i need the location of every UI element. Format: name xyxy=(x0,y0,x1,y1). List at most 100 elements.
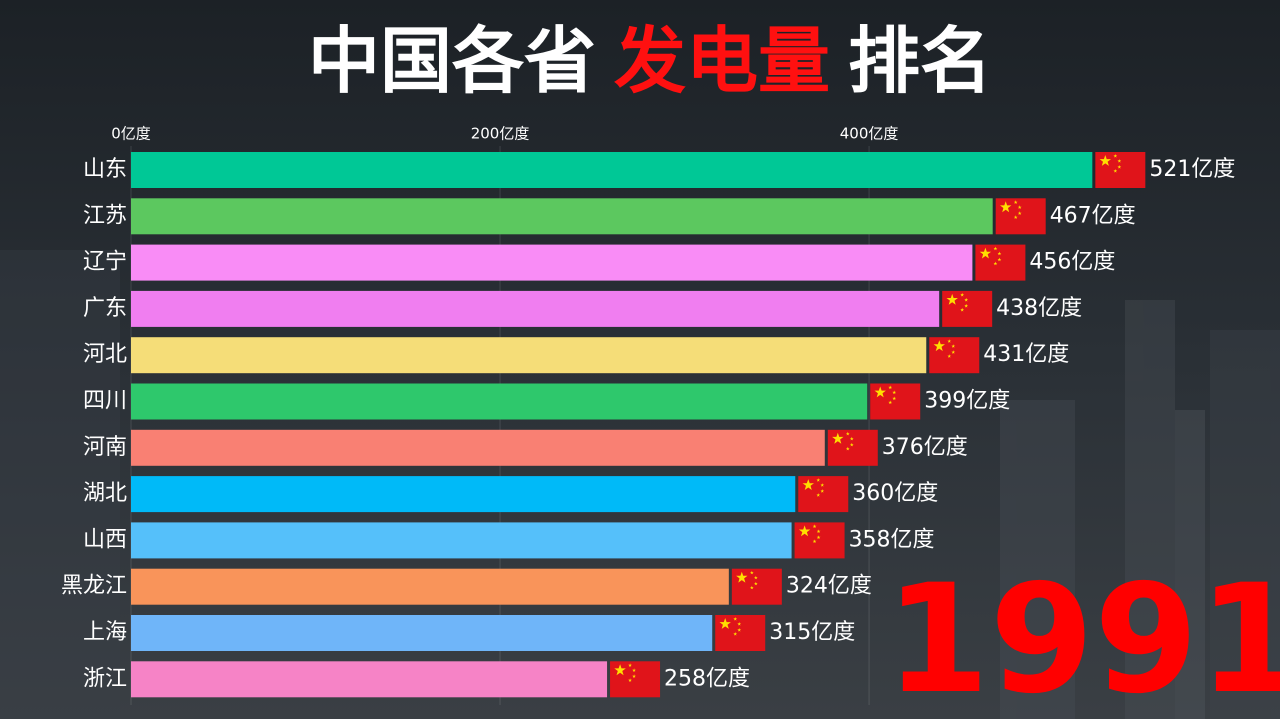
flag-star xyxy=(849,436,854,441)
y-tick-label: 湖北 xyxy=(83,481,127,506)
bar xyxy=(131,337,927,374)
bar xyxy=(131,476,796,513)
flag-star xyxy=(947,339,952,343)
flag-star xyxy=(979,247,992,259)
value-label: 399亿度 xyxy=(924,389,1010,414)
bar xyxy=(131,429,825,466)
flag-star xyxy=(888,385,893,390)
flag-star xyxy=(816,529,821,533)
flag-star xyxy=(933,340,945,352)
flag xyxy=(870,383,921,420)
flag-star xyxy=(1017,211,1022,215)
flag-icon xyxy=(975,244,1026,281)
y-tick-label: 辽宁 xyxy=(83,250,127,275)
flag-star xyxy=(849,442,854,447)
flag-star xyxy=(993,261,998,266)
flag-star xyxy=(1117,159,1122,163)
value-label: 324亿度 xyxy=(786,574,872,599)
x-tick-label: 200亿度 xyxy=(471,125,530,143)
flag xyxy=(975,244,1026,281)
flag-icon xyxy=(1095,152,1146,188)
bar xyxy=(131,383,868,420)
flag-star xyxy=(993,246,998,251)
flag-star xyxy=(892,396,897,401)
value-label: 467亿度 xyxy=(1050,203,1136,228)
value-label: 521亿度 xyxy=(1149,157,1235,182)
flag-star xyxy=(1099,155,1111,166)
bar xyxy=(131,615,713,651)
value-label: 315亿度 xyxy=(769,620,855,645)
bar xyxy=(131,152,1093,188)
value-label: 360亿度 xyxy=(852,481,938,506)
y-tick-label: 江苏 xyxy=(83,203,127,228)
flag-star xyxy=(1000,201,1012,213)
flag-star xyxy=(845,446,850,451)
flag-star xyxy=(753,581,758,586)
flag xyxy=(827,429,878,466)
flag-star xyxy=(1017,205,1022,209)
flag-star xyxy=(719,618,731,629)
flag-star xyxy=(845,431,850,436)
bar xyxy=(131,290,940,327)
flag-star xyxy=(820,483,825,487)
flag-star xyxy=(832,432,844,444)
title-part: 排名 xyxy=(848,19,992,103)
flag-star xyxy=(964,303,969,308)
flag-star xyxy=(1113,154,1118,158)
flag-star xyxy=(946,293,958,305)
flag-star xyxy=(812,524,817,528)
flag-star xyxy=(1013,215,1018,219)
value-label: 431亿度 xyxy=(983,342,1069,367)
flag-star xyxy=(964,297,969,302)
flag-star xyxy=(733,617,738,621)
title-part: 中国各省 xyxy=(308,19,596,103)
flag-star xyxy=(812,539,817,543)
bar xyxy=(131,244,973,281)
flag-icon xyxy=(610,661,661,698)
flag-star xyxy=(816,535,821,539)
year-label: 1991 xyxy=(885,553,1280,719)
flag-icon xyxy=(995,198,1046,235)
flag-icon xyxy=(929,337,980,374)
flag-star xyxy=(632,674,636,678)
flag-icon xyxy=(942,290,993,327)
y-tick-label: 浙江 xyxy=(83,666,127,691)
flag-star xyxy=(997,251,1002,256)
flag-icon xyxy=(794,522,845,559)
y-tick-label: 上海 xyxy=(83,620,127,645)
bar xyxy=(131,661,608,698)
flag-star xyxy=(749,585,754,590)
flag-star xyxy=(749,570,754,575)
flag xyxy=(610,661,661,698)
flag-icon xyxy=(827,429,878,466)
flag xyxy=(794,522,845,559)
flag-star xyxy=(753,575,758,580)
flag-star xyxy=(628,678,632,682)
flag-icon xyxy=(715,615,766,651)
value-label: 258亿度 xyxy=(664,666,750,691)
flag-star xyxy=(997,257,1002,262)
y-tick-label: 广东 xyxy=(83,296,127,321)
title-part: 发电量 xyxy=(614,19,830,103)
y-tick-label: 黑龙江 xyxy=(61,574,127,599)
flag xyxy=(798,476,849,513)
flag xyxy=(929,337,980,374)
flag-star xyxy=(802,479,814,490)
y-tick-label: 河南 xyxy=(83,435,127,460)
flag xyxy=(1095,152,1146,188)
flag-star xyxy=(628,663,632,667)
flag-star xyxy=(951,344,956,348)
flag-star xyxy=(892,390,897,395)
x-tick-label: 0亿度 xyxy=(111,125,151,143)
flag-star xyxy=(798,525,811,537)
flag-star xyxy=(888,400,893,405)
flag-star xyxy=(614,664,626,676)
flag-icon xyxy=(870,383,921,420)
flag-star xyxy=(632,668,636,672)
bar xyxy=(131,568,729,605)
flag-star xyxy=(737,622,742,626)
value-label: 438亿度 xyxy=(996,296,1082,321)
y-tick-label: 河北 xyxy=(83,342,127,367)
